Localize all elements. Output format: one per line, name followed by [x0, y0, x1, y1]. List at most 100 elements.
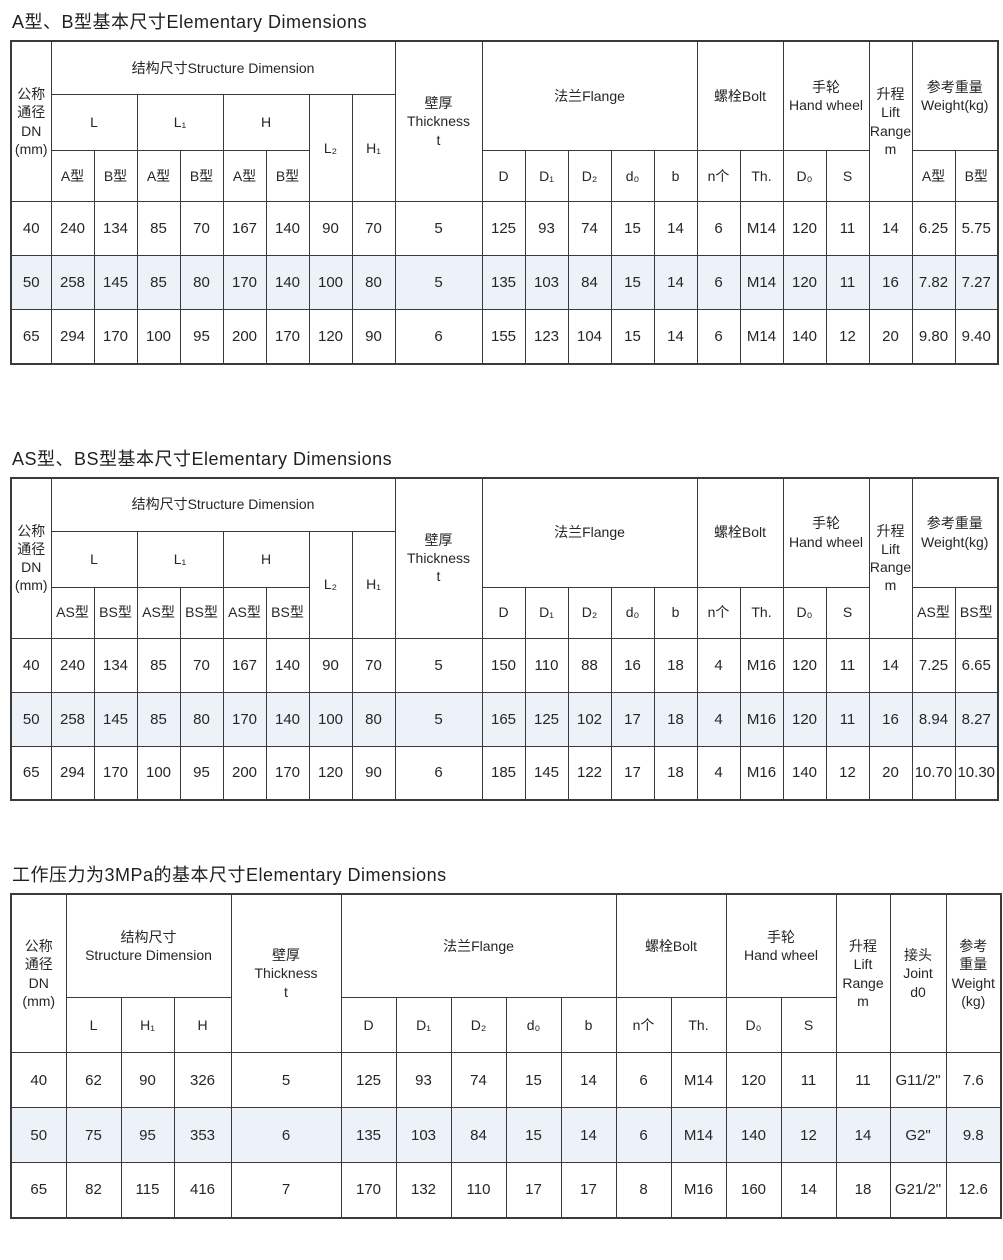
- header-bolt-n: n个: [615, 997, 672, 1053]
- cell: 120: [782, 637, 827, 693]
- cell: G21/2": [889, 1162, 947, 1218]
- cell: 103: [395, 1107, 452, 1163]
- cell: 6: [696, 201, 741, 256]
- header-flange-b: b: [560, 997, 617, 1053]
- cell: 11: [780, 1052, 837, 1108]
- cell: M16: [670, 1162, 727, 1218]
- table-row: 50 258 145 85 80 170 140 100 80 5 165 125 102 17 18 4 M1…: [10, 691, 999, 747]
- header-structure-dimension: 结构尺寸 Structure Dimension: [65, 893, 232, 998]
- cell: 353: [173, 1107, 232, 1163]
- cell: 103: [524, 255, 569, 310]
- header-wheel-s: S: [825, 150, 870, 202]
- table-title-asbs: AS型、BS型基本尺寸Elementary Dimensions: [12, 448, 393, 469]
- header-thickness: 壁厚 Thickness t: [394, 477, 483, 639]
- cell: M16: [739, 745, 784, 801]
- cell: M14: [670, 1052, 727, 1108]
- cell: 10.70: [911, 745, 956, 801]
- cell: 14: [868, 201, 913, 256]
- cell: 102: [567, 691, 612, 747]
- cell: 20: [868, 309, 913, 364]
- spacer: [10, 365, 1003, 445]
- cell: 7.25: [911, 637, 956, 693]
- header-bolt: 螺栓Bolt: [696, 40, 784, 151]
- cell: 90: [120, 1052, 175, 1108]
- header-dn: 公称 通径 DN (mm): [10, 893, 67, 1053]
- cell: 18: [653, 637, 698, 693]
- cell: 140: [265, 691, 310, 747]
- table-row: 65 82 115 416 7 170 132 110 17 17 8 M16 160 14 18 G21/2…: [10, 1162, 1002, 1218]
- cell: M14: [670, 1107, 727, 1163]
- cell: 70: [179, 201, 224, 256]
- header-wheel-s: S: [780, 997, 837, 1053]
- header-structure-dimension: 结构尺寸Structure Dimension: [50, 40, 396, 95]
- cell: 123: [524, 309, 569, 364]
- header-variant-a: A型: [222, 150, 267, 202]
- cell: 65: [10, 309, 52, 364]
- cell: 155: [481, 309, 526, 364]
- header-bolt-th: Th.: [739, 586, 784, 639]
- header-wheel-d0: D₀: [782, 586, 827, 639]
- cell: 80: [351, 691, 396, 747]
- cell: 416: [173, 1162, 232, 1218]
- cell: 50: [10, 255, 52, 310]
- cell: 93: [524, 201, 569, 256]
- cell: 140: [265, 255, 310, 310]
- cell: 6: [615, 1052, 672, 1108]
- header-flange-d2: D₂: [450, 997, 507, 1053]
- header-handwheel: 手轮 Hand wheel: [782, 477, 870, 588]
- cell: 294: [50, 745, 95, 801]
- cell: 100: [136, 309, 181, 364]
- cell: 120: [308, 309, 353, 364]
- cell: 12: [825, 309, 870, 364]
- table-row: 65 294 170 100 95 200 170 120 90 6 155 123 104 15 14 6 M…: [10, 309, 999, 364]
- cell: 125: [524, 691, 569, 747]
- header-flange-d0: d₀: [610, 586, 655, 639]
- header-lift-range: 升程 Lift Range m: [868, 40, 913, 202]
- table-row: 40 240 134 85 70 167 140 90 70 5 125 93 74 15 14 6 M14 12…: [10, 201, 999, 256]
- cell: 95: [120, 1107, 175, 1163]
- cell: 7.6: [945, 1052, 1002, 1108]
- cell: 135: [340, 1107, 397, 1163]
- header-lift-range: 升程 Lift Range m: [868, 477, 913, 639]
- cell: M14: [739, 201, 784, 256]
- cell: 9.40: [954, 309, 999, 364]
- cell: 17: [610, 745, 655, 801]
- cell: 16: [868, 691, 913, 747]
- header-h: H: [173, 997, 232, 1053]
- cell: 74: [567, 201, 612, 256]
- cell: 40: [10, 637, 52, 693]
- cell: 294: [50, 309, 95, 364]
- cell: 120: [782, 255, 827, 310]
- asbs-dimensions-table: 公称 通径 DN (mm) 结构尺寸Structure Dimension 壁厚…: [10, 476, 999, 801]
- cell: 5: [394, 637, 483, 693]
- cell: 8.94: [911, 691, 956, 747]
- cell: 11: [825, 255, 870, 310]
- cell: 11: [825, 691, 870, 747]
- cell: 90: [308, 201, 353, 256]
- header-flange-d0: d₀: [610, 150, 655, 202]
- cell: 7.27: [954, 255, 999, 310]
- cell: 200: [222, 745, 267, 801]
- cell: 160: [725, 1162, 782, 1218]
- cell: 9.80: [911, 309, 956, 364]
- cell: 18: [653, 745, 698, 801]
- cell: 74: [450, 1052, 507, 1108]
- cell: 80: [351, 255, 396, 310]
- cell: 145: [93, 691, 138, 747]
- table-row: 40 240 134 85 70 167 140 90 70 5 150 110 88 16 18 4 M16 1…: [10, 637, 999, 693]
- header-variant-a: A型: [911, 150, 956, 202]
- cell: 132: [395, 1162, 452, 1218]
- cell: 12: [780, 1107, 837, 1163]
- header-variant-b: BS型: [93, 586, 138, 639]
- header-variant-b: B型: [93, 150, 138, 202]
- cell: 88: [567, 637, 612, 693]
- cell: 90: [351, 309, 396, 364]
- table-row: 50 75 95 353 6 135 103 84 15 14 6 M14 140 12 14 G2" 9.8: [10, 1107, 1002, 1163]
- header-variant-a: A型: [50, 150, 95, 202]
- cell: 18: [653, 691, 698, 747]
- header-l: L: [50, 530, 138, 588]
- cell: 100: [308, 255, 353, 310]
- cell: 85: [136, 201, 181, 256]
- cell: 5: [394, 255, 483, 310]
- cell: 11: [825, 201, 870, 256]
